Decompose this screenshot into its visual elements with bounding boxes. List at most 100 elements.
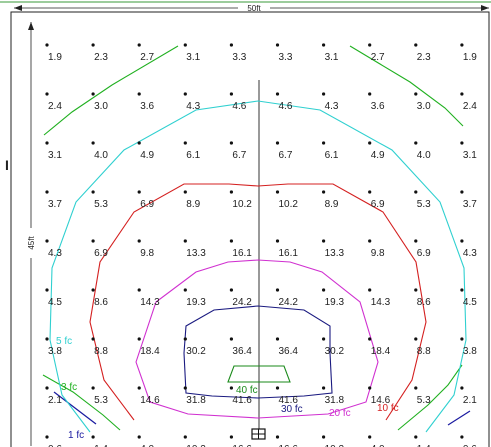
illuminance-value: 1.9: [463, 52, 477, 63]
point-marker: [322, 337, 326, 341]
illuminance-value: 3.8: [463, 346, 477, 357]
illuminance-value: 3.0: [94, 101, 108, 112]
point-marker: [91, 337, 95, 341]
point-marker: [229, 92, 233, 96]
illuminance-value: 8.8: [94, 346, 108, 357]
illuminance-value: 3.0: [417, 101, 431, 112]
point-marker: [368, 239, 372, 243]
room-outline: [10, 11, 490, 447]
point-marker: [183, 239, 187, 243]
point-marker: [322, 288, 326, 292]
point-marker: [414, 190, 418, 194]
point-marker: [45, 190, 49, 194]
illuminance-value: 4.6: [279, 101, 293, 112]
illuminance-value: 3.7: [463, 199, 477, 210]
point-marker: [45, 288, 49, 292]
illuminance-value: 4.9: [371, 150, 385, 161]
point-marker: [229, 386, 233, 390]
illuminance-value: 16.6: [279, 444, 299, 447]
point-marker: [460, 190, 464, 194]
point-marker: [45, 386, 49, 390]
illuminance-value: 24.2: [232, 297, 252, 308]
point-marker: [229, 288, 233, 292]
illuminance-value: 14.6: [140, 395, 160, 406]
illuminance-value: 8.9: [325, 199, 339, 210]
illuminance-value: 3.1: [48, 150, 62, 161]
point-marker: [414, 92, 418, 96]
height-label: 45ft: [27, 236, 36, 250]
illuminance-value: 1.4: [417, 444, 431, 447]
point-marker: [275, 288, 280, 292]
point-marker: [460, 337, 464, 341]
contour-3fc-top-right: [349, 45, 464, 127]
illuminance-value: 2.1: [463, 395, 477, 406]
point-marker: [275, 141, 280, 145]
contour-label-1fc: 1 fc: [68, 430, 84, 441]
illuminance-value: 8.9: [186, 199, 200, 210]
illuminance-value: 2.7: [140, 52, 154, 63]
point-marker: [137, 92, 141, 96]
illuminance-value: 8.6: [417, 297, 431, 308]
point-marker: [414, 288, 418, 292]
illuminance-value: 19.3: [186, 297, 206, 308]
illuminance-value: 6.7: [232, 150, 246, 161]
point-marker: [45, 92, 49, 96]
illuminance-value: 3.8: [48, 346, 62, 357]
point-marker: [137, 43, 141, 47]
contour-30fc: [183, 305, 333, 399]
illuminance-value: 31.8: [325, 395, 345, 406]
illuminance-value: 2.3: [94, 52, 108, 63]
point-marker: [275, 239, 280, 243]
point-marker: [137, 337, 141, 341]
illuminance-value: 30.2: [186, 346, 206, 357]
illuminance-value: 3.1: [325, 52, 339, 63]
point-marker: [322, 239, 326, 243]
height-dimension: 45ft: [27, 22, 36, 446]
illuminance-value: 16.1: [232, 248, 252, 259]
point-marker: [183, 288, 187, 292]
contour-label-5fc: 5 fc: [56, 336, 72, 347]
illuminance-value: 8.8: [417, 346, 431, 357]
illuminance-value: 24.2: [279, 297, 299, 308]
point-marker: [229, 239, 233, 243]
illuminance-value: 1.9: [48, 52, 62, 63]
point-marker: [229, 141, 233, 145]
illuminance-value: 18.4: [140, 346, 160, 357]
point-marker: [229, 435, 233, 439]
point-marker: [229, 190, 233, 194]
point-marker: [414, 435, 418, 439]
illuminance-value: 41.6: [279, 395, 299, 406]
point-marker: [414, 337, 418, 341]
illuminance-value: 6.7: [279, 150, 293, 161]
illuminance-value: 6.9: [417, 248, 431, 259]
illuminance-value: 6.9: [371, 199, 385, 210]
point-marker: [322, 435, 326, 439]
point-marker: [91, 141, 95, 145]
illuminance-value: 4.5: [463, 297, 477, 308]
illuminance-value: 4.0: [417, 150, 431, 161]
illuminance-value: 1.4: [94, 444, 108, 447]
point-marker: [45, 337, 49, 341]
illuminance-value: 4.5: [48, 297, 62, 308]
illuminance-value: 6.9: [94, 248, 108, 259]
point-marker: [137, 239, 141, 243]
contour-labels: 1 fc 3 fc 5 fc 10 fc 20 fc 30 fc 40 fc: [56, 336, 399, 441]
point-marker: [368, 386, 372, 390]
point-marker: [137, 288, 141, 292]
point-marker: [414, 141, 418, 145]
illuminance-value: 6.1: [325, 150, 339, 161]
width-label: 50ft: [247, 4, 261, 13]
point-marker: [322, 386, 326, 390]
point-marker: [460, 239, 464, 243]
point-marker: [137, 435, 141, 439]
side-marker: I: [5, 157, 9, 173]
point-marker: [45, 141, 49, 145]
point-marker: [322, 92, 326, 96]
point-marker: [137, 386, 141, 390]
point-marker: [368, 337, 372, 341]
point-marker: [460, 141, 464, 145]
point-marker: [183, 43, 187, 47]
luminaire-icon[interactable]: [251, 428, 266, 440]
